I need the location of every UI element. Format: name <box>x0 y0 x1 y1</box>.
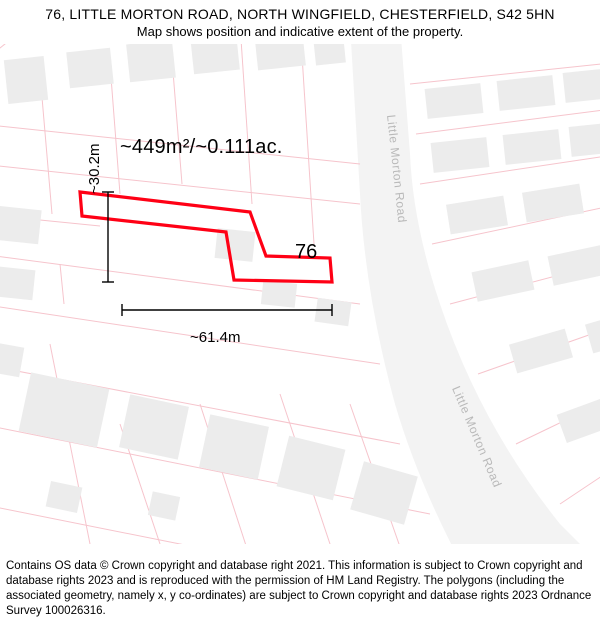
header: 76, LITTLE MORTON ROAD, NORTH WINGFIELD,… <box>0 6 600 39</box>
height-label: ~30.2m <box>86 144 103 194</box>
house-number-label: 76 <box>295 241 317 264</box>
property-extent-map: 76, LITTLE MORTON ROAD, NORTH WINGFIELD,… <box>0 0 600 625</box>
copyright-footer: Contains OS data © Crown copyright and d… <box>6 559 594 619</box>
page-title: 76, LITTLE MORTON ROAD, NORTH WINGFIELD,… <box>0 6 600 22</box>
page-subtitle: Map shows position and indicative extent… <box>0 24 600 39</box>
area-label: ~449m²/~0.111ac. <box>120 136 283 159</box>
map-canvas: ~449m²/~0.111ac. ~30.2m ~61.4m 76 Little… <box>0 44 600 544</box>
width-label: ~61.4m <box>190 329 240 346</box>
